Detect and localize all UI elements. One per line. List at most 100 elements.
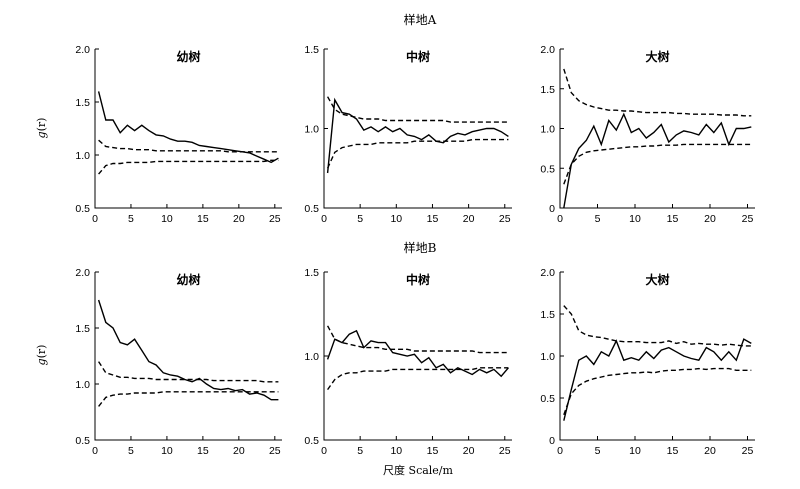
- x-tick-label: 0: [557, 445, 563, 457]
- x-tick-label: 20: [704, 213, 716, 225]
- plot-site-b-2: 0.5 1.0 1.5 0 5 10 15 20 25 中树: [304, 267, 512, 457]
- x-tick-label: 15: [197, 213, 209, 225]
- series-lower-site-b-2: [327, 367, 509, 391]
- x-tick-label: 15: [667, 445, 679, 457]
- x-tick-label: 0: [92, 213, 98, 225]
- plot-title-site-b-2: 中树: [406, 272, 430, 287]
- x-tick-label: 20: [463, 213, 475, 225]
- x-tick-label: 5: [595, 213, 601, 225]
- y-tick-label: 0.5: [304, 203, 319, 215]
- y-tick-label: 1.0: [75, 379, 90, 391]
- x-tick-label: 20: [233, 445, 245, 457]
- x-tick-label: 25: [269, 213, 281, 225]
- row-title-site-a: 样地A: [404, 12, 437, 27]
- y-axis-title-site-a: g(r): [35, 118, 48, 139]
- y-tick-label: 1.5: [304, 44, 319, 56]
- plot-title-site-b-3: 大树: [645, 272, 669, 287]
- y-tick-label: 0.5: [540, 393, 555, 405]
- plot-grid: 0.5 1.0 1.5 2.0 0 5 10 15 20 25 幼树 0.5 1.0 1.5 0 5 10 15 2…: [75, 44, 755, 457]
- y-tick-label: 1.5: [304, 267, 319, 279]
- x-tick-label: 5: [128, 213, 134, 225]
- x-tick-label: 25: [742, 213, 754, 225]
- plot-site-a-1: 0.5 1.0 1.5 2.0 0 5 10 15 20 25 幼树: [75, 44, 282, 225]
- series-upper-site-b-3: [563, 305, 752, 347]
- y-tick-label: 0: [549, 435, 555, 447]
- x-tick-label: 5: [595, 445, 601, 457]
- x-axis-title: 尺度 Scale/m: [383, 463, 453, 477]
- x-tick-label: 15: [427, 213, 439, 225]
- series-upper-site-a-2: [326, 96, 509, 123]
- y-tick-label: 2.0: [75, 267, 90, 279]
- x-tick-label: 25: [742, 445, 754, 457]
- y-tick-label: 0.5: [75, 435, 90, 447]
- y-tick-label: 1.0: [540, 351, 555, 363]
- axes-site-b-2: [323, 272, 512, 441]
- y-tick-label: 0.5: [540, 163, 555, 175]
- x-tick-label: 5: [128, 445, 134, 457]
- series-lower-site-b-3: [563, 367, 752, 416]
- y-tick-label: 0.5: [75, 203, 90, 215]
- y-tick-label: 1.5: [540, 84, 555, 96]
- y-tick-label: 1.0: [75, 150, 90, 162]
- plot-title-site-a-2: 中树: [406, 49, 430, 64]
- y-tick-label: 0: [549, 203, 555, 215]
- plot-site-b-1: 0.5 1.0 1.5 2.0 0 5 10 15 20 25 幼树: [75, 267, 282, 457]
- series-observed-site-b-1: [97, 299, 279, 401]
- y-tick-label: 0.5: [304, 435, 319, 447]
- x-tick-label: 25: [499, 445, 511, 457]
- y-tick-label: 1.0: [304, 124, 319, 136]
- row-title-site-b: 样地B: [404, 240, 437, 255]
- x-tick-label: 0: [557, 213, 563, 225]
- axes-site-b-1: [94, 272, 282, 441]
- series-upper-site-b-2: [326, 325, 509, 354]
- axes-site-a-1: [94, 49, 282, 209]
- plot-title-site-a-1: 幼树: [176, 49, 200, 64]
- plot-title-site-b-1: 幼树: [176, 272, 200, 287]
- y-tick-label: 1.5: [75, 97, 90, 109]
- x-tick-label: 20: [233, 213, 245, 225]
- x-tick-label: 5: [357, 213, 363, 225]
- plot-site-b-3: 0 0.5 1.0 1.5 2.0 0 5 10 15 20 25 大树: [540, 267, 755, 457]
- x-tick-label: 0: [321, 445, 327, 457]
- y-tick-label: 2.0: [540, 267, 555, 279]
- y-tick-label: 1.5: [75, 323, 90, 335]
- x-tick-label: 10: [161, 213, 173, 225]
- x-tick-label: 0: [321, 213, 327, 225]
- series-observed-site-a-2: [326, 97, 509, 174]
- series-observed-site-a-3: [563, 112, 752, 209]
- x-tick-label: 15: [667, 213, 679, 225]
- y-tick-label: 2.0: [540, 44, 555, 56]
- x-tick-label: 15: [197, 445, 209, 457]
- x-tick-label: 10: [161, 445, 173, 457]
- x-tick-label: 10: [390, 213, 402, 225]
- plot-site-a-2: 0.5 1.0 1.5 0 5 10 15 20 25 中树: [304, 44, 512, 225]
- series-observed-site-a-1: [97, 91, 279, 164]
- y-tick-label: 1.0: [304, 351, 319, 363]
- series-upper-site-b-1: [98, 361, 279, 383]
- x-tick-label: 0: [92, 445, 98, 457]
- series-observed-site-b-2: [326, 329, 509, 378]
- series-lower-site-a-3: [563, 143, 752, 185]
- plot-title-site-a-3: 大树: [645, 49, 669, 64]
- x-tick-label: 15: [427, 445, 439, 457]
- y-tick-label: 1.0: [540, 124, 555, 136]
- x-tick-label: 25: [269, 445, 281, 457]
- x-tick-label: 20: [704, 445, 716, 457]
- series-observed-site-b-3: [563, 338, 752, 421]
- y-tick-label: 2.0: [75, 44, 90, 56]
- y-tick-label: 1.5: [540, 309, 555, 321]
- x-tick-label: 25: [499, 213, 511, 225]
- series-lower-site-a-2: [326, 138, 509, 169]
- plot-site-a-3: 0 0.5 1.0 1.5 2.0 0 5 10 15 20 25 大树: [540, 44, 755, 225]
- x-tick-label: 20: [463, 445, 475, 457]
- x-tick-label: 10: [629, 445, 641, 457]
- x-tick-label: 10: [629, 213, 641, 225]
- series-upper-site-a-3: [563, 68, 752, 117]
- series-lower-site-a-1: [98, 159, 279, 175]
- x-tick-label: 10: [390, 445, 402, 457]
- x-tick-label: 5: [357, 445, 363, 457]
- series-upper-site-a-1: [98, 139, 279, 153]
- series-lower-site-b-1: [98, 391, 279, 407]
- y-axis-title-site-b: g(r): [35, 345, 48, 366]
